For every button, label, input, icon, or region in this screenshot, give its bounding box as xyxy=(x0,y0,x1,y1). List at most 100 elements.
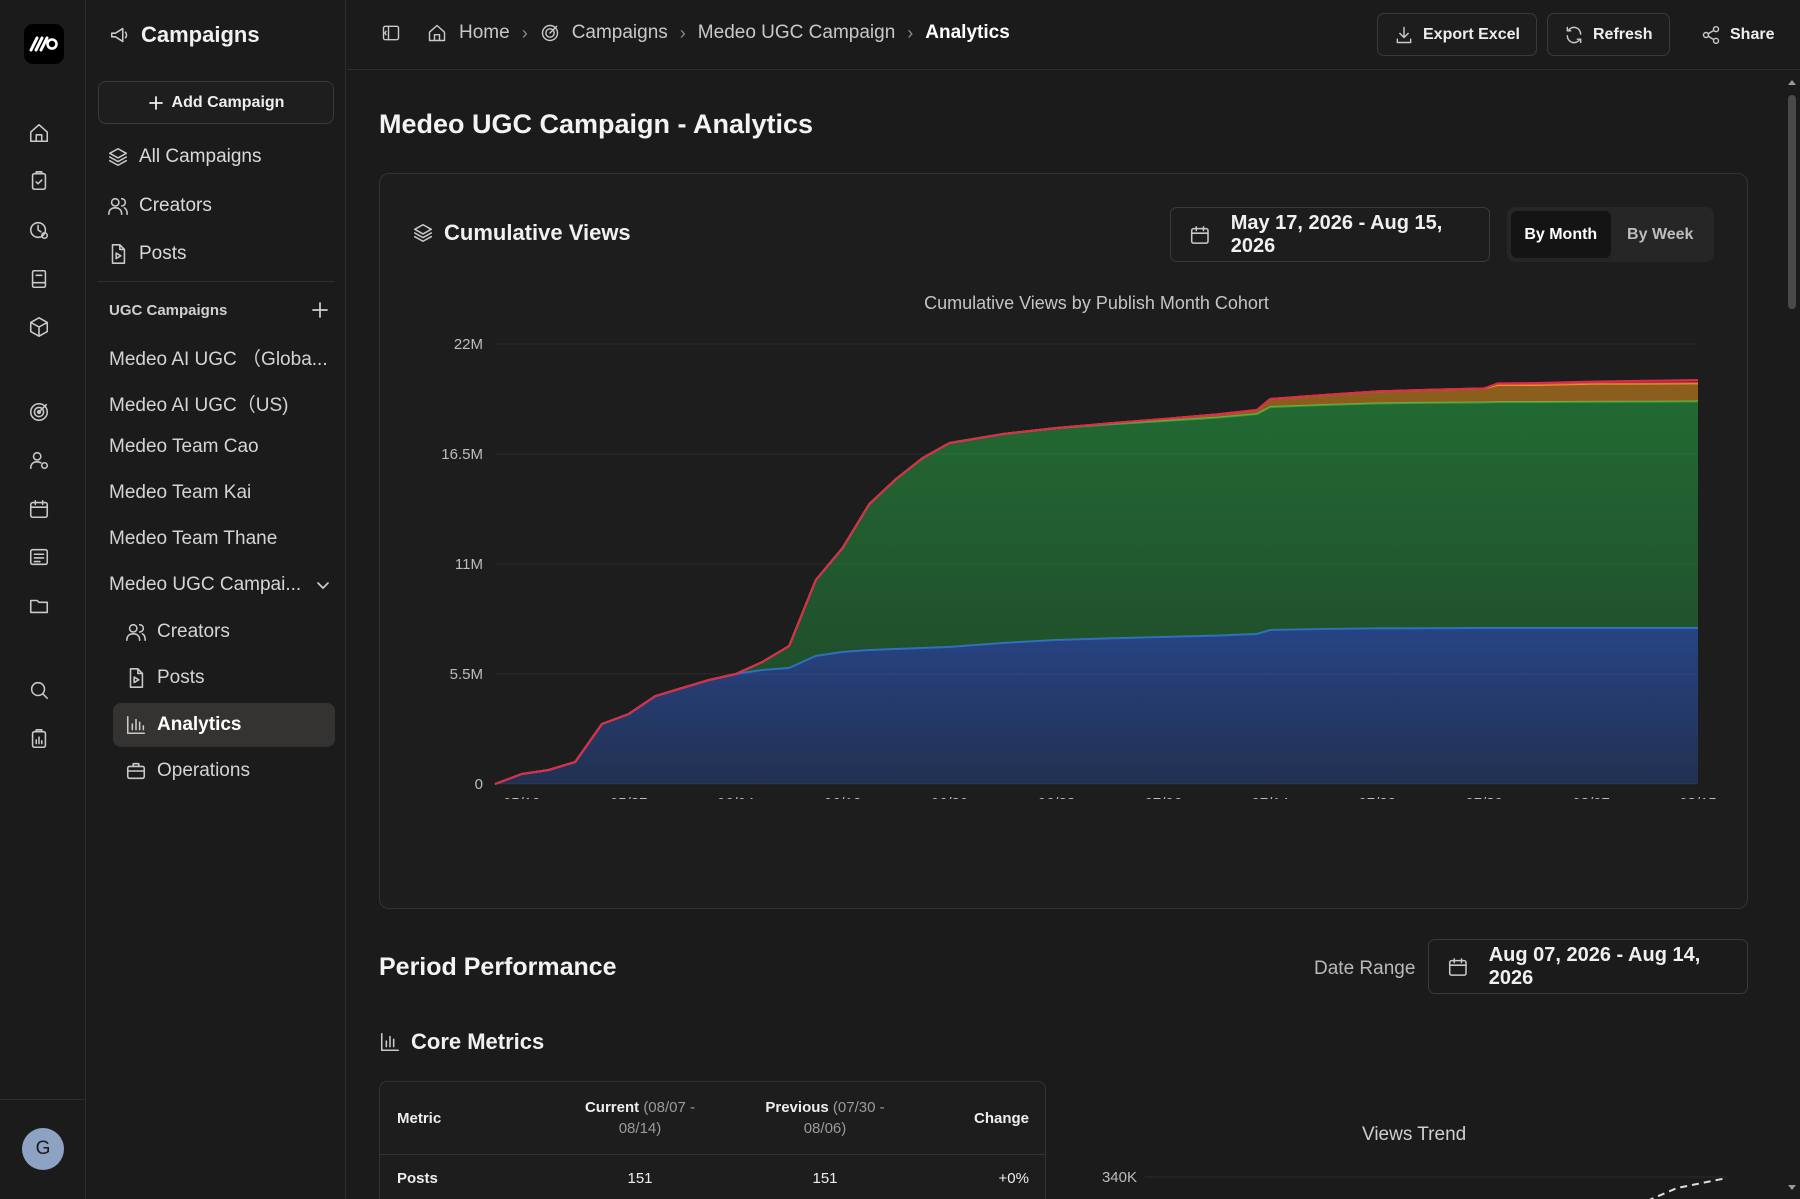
sidebar-header: Campaigns xyxy=(109,22,260,48)
sidebar-item-creators[interactable]: Creators xyxy=(107,195,212,217)
scrollbar-thumb[interactable] xyxy=(1788,95,1796,309)
x-tick-label: 06/28 xyxy=(1038,795,1076,799)
add-campaign-label: Add Campaign xyxy=(171,93,285,111)
area-jun-2026 xyxy=(495,401,1698,784)
refresh-label: Refresh xyxy=(1593,25,1653,43)
package-icon[interactable] xyxy=(28,316,50,338)
col-change: Change xyxy=(973,1109,1029,1127)
sidebar-item-all-campaigns[interactable]: All Campaigns xyxy=(107,146,262,168)
list-icon[interactable] xyxy=(28,546,50,568)
page-scrollbar[interactable] xyxy=(1784,71,1800,1199)
share-button[interactable]: Share xyxy=(1684,13,1791,56)
campaign-label: Medeo UGC Campai... xyxy=(109,574,302,595)
sidebar-divider xyxy=(98,281,334,282)
area-may-2026 xyxy=(495,628,1698,784)
y-tick-label: 16.5M xyxy=(441,446,483,463)
target-icon[interactable] xyxy=(28,401,50,423)
section-title: UGC Campaigns xyxy=(109,301,228,319)
cumulative-views-chart: Cumulative Views by Publish Month Cohort… xyxy=(441,293,1717,799)
scroll-up-icon[interactable] xyxy=(1784,75,1800,91)
target-icon xyxy=(541,24,558,42)
users-icon xyxy=(126,623,146,642)
sub-item-posts[interactable]: Posts xyxy=(113,656,335,700)
breadcrumb-campaign[interactable]: Medeo UGC Campaign xyxy=(697,22,896,43)
date-range-picker[interactable]: May 17, 2026 - Aug 15, 2026 xyxy=(1170,207,1490,262)
calendar-icon xyxy=(1190,225,1209,244)
user-avatar[interactable]: G xyxy=(22,1128,64,1170)
main-content: Medeo UGC Campaign - Analytics Cumulativ… xyxy=(347,71,1784,1199)
period-date-range-picker[interactable]: Aug 07, 2026 - Aug 14, 2026 xyxy=(1428,939,1748,994)
chevron-down-icon xyxy=(317,582,329,590)
campaign-item-team-kai[interactable]: Medeo Team Kai xyxy=(109,482,252,503)
by-week-tab[interactable]: By Week xyxy=(1627,225,1694,243)
sub-item-label: Posts xyxy=(157,667,205,688)
breadcrumb-separator: › xyxy=(907,22,914,43)
sidebar-toggle-icon[interactable] xyxy=(381,23,401,43)
col-current-range: (08/07 - 08/14) xyxy=(618,1099,696,1137)
x-tick-label: 05/27 xyxy=(610,795,648,799)
export-excel-button[interactable]: Export Excel xyxy=(1377,13,1537,56)
by-month-tab[interactable]: By Month xyxy=(1511,211,1611,258)
chart-container: Cumulative Views by Publish Month Cohort… xyxy=(380,279,1747,799)
campaign-item-team-cao[interactable]: Medeo Team Cao xyxy=(109,436,259,457)
sub-item-creators[interactable]: Creators xyxy=(113,610,335,654)
folder-icon[interactable] xyxy=(28,595,50,617)
campaign-item-medeo-ugc[interactable]: Medeo UGC Campai... xyxy=(109,574,331,596)
date-range-label: Date Range xyxy=(1314,958,1416,979)
row-posts-change: +0% xyxy=(998,1170,1029,1187)
briefcase-icon xyxy=(126,762,146,780)
add-ugc-campaign-icon[interactable] xyxy=(311,301,329,319)
sidebar-item-posts[interactable]: Posts xyxy=(107,243,187,265)
bar-chart-icon xyxy=(380,1032,400,1052)
refresh-button[interactable]: Refresh xyxy=(1547,13,1670,56)
col-current: Current (08/07 - 08/14) xyxy=(580,1082,700,1154)
breadcrumb-campaigns[interactable]: Campaigns xyxy=(571,22,668,43)
sidebar-item-label: All Campaigns xyxy=(139,146,262,167)
sub-item-label: Operations xyxy=(157,760,250,781)
share-icon xyxy=(1702,25,1720,44)
row-posts-current: 151 xyxy=(627,1170,653,1187)
page-title: Medeo UGC Campaign - Analytics xyxy=(379,109,814,139)
breadcrumb-separator: › xyxy=(521,22,528,43)
x-tick-label: 07/14 xyxy=(1251,795,1289,799)
clock-gear-icon[interactable] xyxy=(28,219,50,241)
add-campaign-button[interactable]: Add Campaign xyxy=(98,81,334,124)
col-previous: Previous (07/30 - 08/06) xyxy=(760,1082,890,1154)
sub-item-label: Creators xyxy=(157,621,230,642)
x-tick-label: 06/12 xyxy=(824,795,862,799)
top-bar: Home › Campaigns › Medeo UGC Campaign › … xyxy=(347,0,1800,70)
campaign-item-team-thane[interactable]: Medeo Team Thane xyxy=(109,528,278,549)
x-tick-label: 06/20 xyxy=(931,795,969,799)
row-posts-metric: Posts xyxy=(397,1170,438,1187)
views-trend-chart: 340K xyxy=(1102,1169,1728,1199)
col-current-label: Current xyxy=(584,1099,640,1116)
breadcrumb-separator: › xyxy=(679,22,686,43)
book-icon[interactable] xyxy=(28,268,50,290)
x-tick-label: 07/06 xyxy=(1145,795,1183,799)
calendar-icon[interactable] xyxy=(28,498,50,520)
clipboard-chart-icon[interactable] xyxy=(28,728,50,750)
views-trend-title: Views Trend xyxy=(1362,1124,1467,1145)
campaign-item-medeo-ai-ugc-us[interactable]: Medeo AI UGC（US) xyxy=(109,395,289,416)
search-icon[interactable] xyxy=(28,679,50,701)
scroll-down-icon[interactable] xyxy=(1784,1179,1800,1195)
plus-icon xyxy=(148,95,163,110)
core-metrics-title: Core Metrics xyxy=(379,1029,544,1055)
sidebar-item-label: Posts xyxy=(139,243,187,264)
campaign-sidebar: Campaigns Add Campaign All Campaigns Cre… xyxy=(87,0,346,1199)
home-icon[interactable] xyxy=(28,122,50,144)
breadcrumb-home[interactable]: Home xyxy=(459,22,510,43)
sub-item-analytics[interactable]: Analytics xyxy=(113,703,335,747)
row-posts-previous: 151 xyxy=(812,1170,838,1187)
app-logo[interactable] xyxy=(24,24,64,64)
user-settings-icon[interactable] xyxy=(28,449,50,471)
bar-chart-icon xyxy=(126,715,146,735)
breadcrumb-current: Analytics xyxy=(925,22,1010,43)
x-tick-label: 08/15 xyxy=(1679,795,1717,799)
icon-rail: G xyxy=(0,0,86,1199)
campaign-item-medeo-ai-ugc-global[interactable]: Medeo AI UGC （Globa... xyxy=(109,349,328,370)
home-icon xyxy=(428,24,446,42)
clipboard-check-icon[interactable] xyxy=(28,170,50,192)
export-label: Export Excel xyxy=(1423,25,1520,43)
sub-item-operations[interactable]: Operations xyxy=(113,749,335,793)
